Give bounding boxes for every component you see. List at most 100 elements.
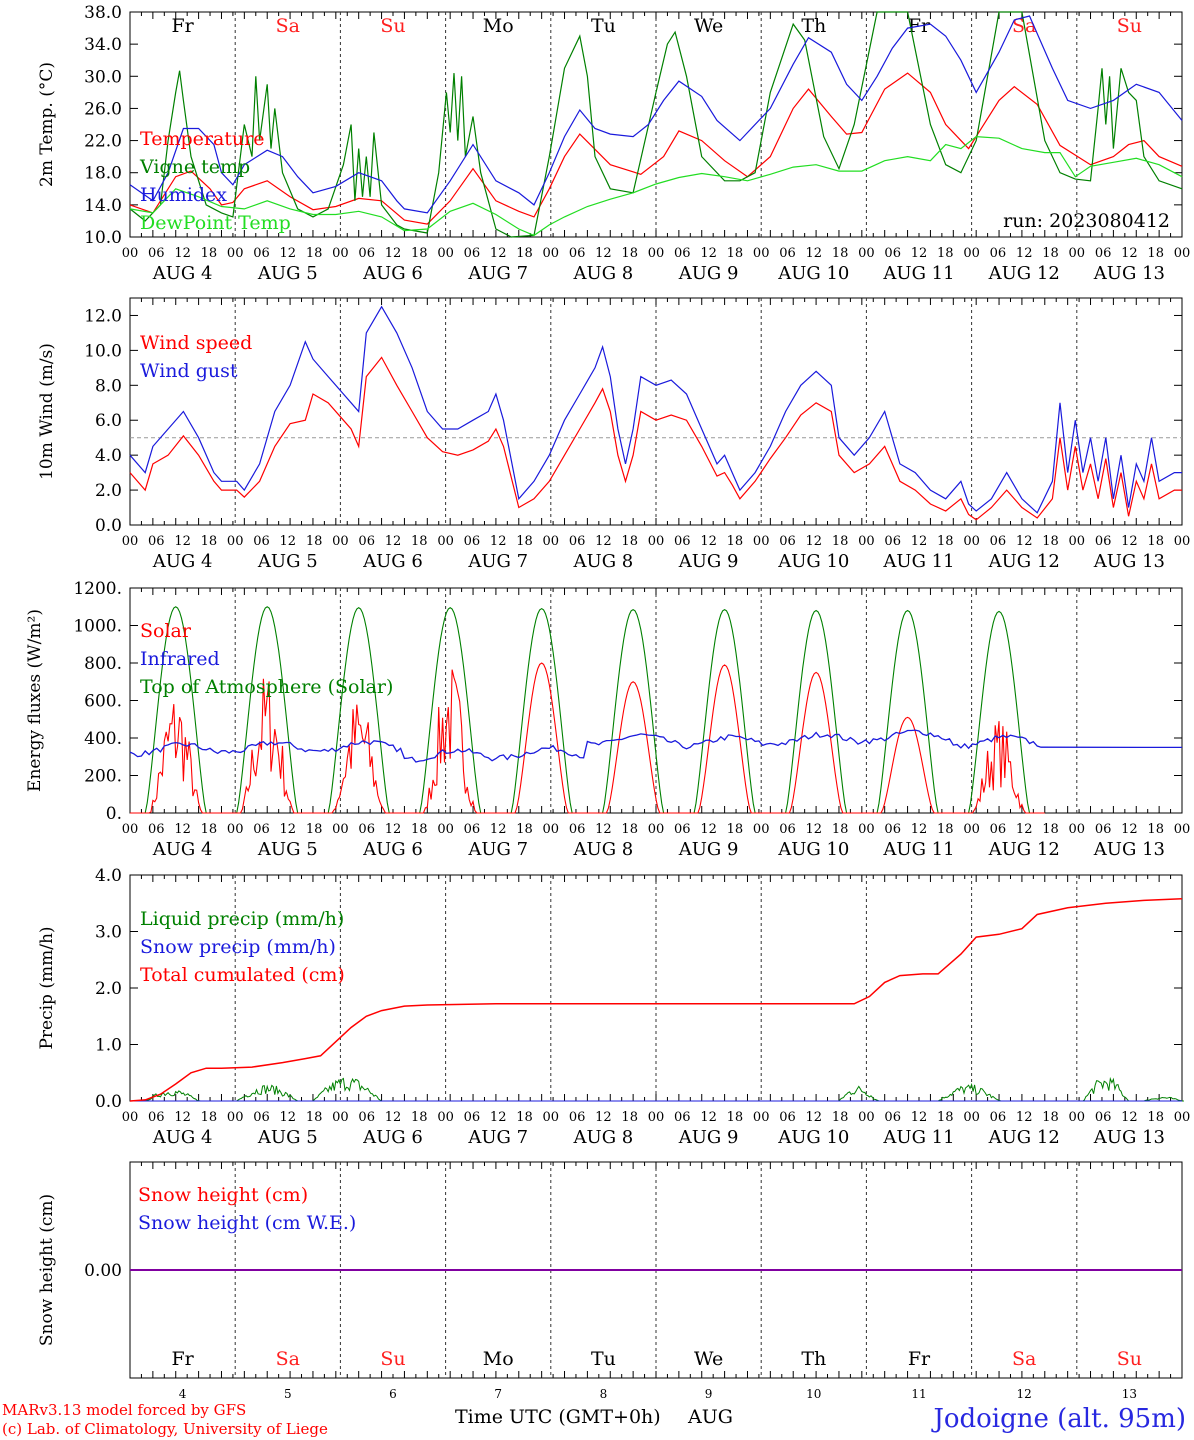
date-label: AUG 4 — [152, 1127, 213, 1148]
hour-tick-label: 00 — [1174, 246, 1191, 261]
hour-tick-label: 12 — [385, 246, 402, 261]
panel-frame — [129, 11, 1183, 238]
date-label: AUG 9 — [678, 839, 739, 860]
hour-tick-label: 12 — [490, 1110, 507, 1125]
hour-tick-label: 12 — [174, 822, 191, 837]
hour-tick-label: 06 — [779, 822, 796, 837]
day-number-label: 7 — [494, 1387, 502, 1401]
legend-entry-snow-precip-mm-h: Snow precip (mm/h) — [140, 936, 336, 958]
panel-4: 00 06 12 18 AUG 4 00 06 12 18 AUG 5 00 06 12 18 AUG 6 0… — [37, 866, 1190, 1148]
day-number-label: 10 — [806, 1387, 821, 1401]
date-label: AUG 4 — [152, 263, 213, 284]
hour-tick-label: 18 — [201, 246, 218, 261]
weekday-label: Tu — [591, 15, 616, 37]
y-tick-label: 0.0 — [95, 516, 122, 536]
legend-entry-wind-speed: Wind speed — [140, 332, 252, 354]
model-credit: MARv3.13 model forced by GFS — [2, 1401, 247, 1419]
series-humidex — [129, 15, 1183, 214]
lab-credit: (c) Lab. of Climatology, University of L… — [2, 1420, 328, 1438]
weekday-label: Th — [801, 15, 826, 37]
hour-tick-label: 18 — [306, 1110, 323, 1125]
y-axis-label: Energy fluxes (W/m²) — [25, 609, 45, 792]
hour-tick-label: 00 — [648, 246, 665, 261]
y-tick-label: 38.0 — [84, 3, 122, 23]
hour-tick-label: 18 — [937, 822, 954, 837]
y-tick-label: 400. — [84, 729, 122, 749]
y-tick-label: 1.0 — [95, 1036, 122, 1056]
hour-tick-label: 18 — [937, 1110, 954, 1125]
y-tick-label: 4.0 — [95, 866, 122, 886]
hour-tick-label: 12 — [806, 822, 823, 837]
y-tick-label: 8.0 — [95, 376, 122, 396]
hour-tick-label: 06 — [569, 822, 586, 837]
hour-tick-label: 06 — [148, 822, 165, 837]
hour-tick-label: 00 — [227, 246, 244, 261]
hour-tick-label: 00 — [437, 1110, 454, 1125]
date-label: AUG 8 — [573, 263, 634, 284]
hour-tick-label: 18 — [832, 822, 849, 837]
hour-tick-label: 18 — [516, 534, 533, 549]
series-dewpoint-temp — [129, 135, 1183, 237]
hour-tick-label: 06 — [358, 822, 375, 837]
y-tick-label: 1000. — [73, 617, 122, 637]
y-tick-label: 1200. — [73, 579, 122, 599]
hour-tick-label: 00 — [122, 1110, 139, 1125]
legend-entry-total-cumulated-cm: Total cumulated (cm) — [140, 964, 345, 986]
hour-tick-label: 00 — [1069, 1110, 1086, 1125]
hour-tick-label: 00 — [543, 246, 560, 261]
day-number-label: 9 — [705, 1387, 713, 1401]
hour-tick-label: 06 — [148, 246, 165, 261]
legend-entry-solar: Solar — [140, 620, 192, 642]
hour-tick-label: 06 — [990, 1110, 1007, 1125]
hour-tick-label: 00 — [1069, 822, 1086, 837]
day-number-label: 5 — [284, 1387, 292, 1401]
hour-tick-label: 06 — [990, 246, 1007, 261]
date-label: AUG 12 — [988, 839, 1060, 860]
legend-entry-humidex: Humidex — [140, 184, 227, 206]
hour-tick-label: 12 — [806, 246, 823, 261]
hour-tick-label: 00 — [963, 246, 980, 261]
hour-tick-label: 06 — [884, 822, 901, 837]
hour-tick-label: 18 — [727, 1110, 744, 1125]
hour-tick-label: 12 — [490, 822, 507, 837]
series-total-cumulated — [129, 897, 1183, 1102]
date-label: AUG 12 — [988, 263, 1060, 284]
hour-tick-label: 18 — [937, 534, 954, 549]
legend-entry-dewpoint-temp: DewPoint Temp — [140, 212, 291, 234]
hour-tick-label: 06 — [464, 822, 481, 837]
date-label: AUG 13 — [1093, 1127, 1165, 1148]
hour-tick-label: 00 — [753, 246, 770, 261]
date-label: AUG 11 — [882, 839, 954, 860]
hour-tick-label: 18 — [621, 1110, 638, 1125]
hour-tick-label: 12 — [1016, 246, 1033, 261]
hour-tick-label: 00 — [648, 534, 665, 549]
y-tick-label: 22.0 — [84, 132, 122, 152]
hour-tick-label: 18 — [306, 246, 323, 261]
hour-tick-label: 12 — [280, 822, 297, 837]
weekday-label: We — [694, 1348, 723, 1370]
date-label: AUG 9 — [678, 1127, 739, 1148]
weekday-label: Mo — [483, 1348, 514, 1370]
hour-tick-label: 12 — [806, 534, 823, 549]
day-number-label: 6 — [389, 1387, 397, 1401]
hour-tick-label: 00 — [122, 246, 139, 261]
hour-tick-label: 12 — [595, 246, 612, 261]
legend-entry-snow-height-cm: Snow height (cm) — [138, 1184, 308, 1206]
date-label: AUG 13 — [1093, 551, 1165, 572]
weekday-label: Fr — [908, 1348, 931, 1370]
hour-tick-label: 18 — [621, 246, 638, 261]
hour-tick-label: 12 — [280, 534, 297, 549]
hour-tick-label: 06 — [884, 246, 901, 261]
panel-1: 00 06 12 18 AUG 4 00 06 12 18 AUG 5 00 06 12 18 AUG 6 0… — [37, 3, 1190, 284]
hour-tick-label: 12 — [280, 1110, 297, 1125]
date-label: AUG 11 — [882, 551, 954, 572]
panel-3: 00 06 12 18 AUG 4 00 06 12 18 AUG 5 00 06 12 18 AUG 6 0… — [25, 579, 1190, 860]
hour-tick-label: 06 — [358, 1110, 375, 1125]
date-label: AUG 8 — [573, 839, 634, 860]
y-tick-label: 800. — [84, 654, 122, 674]
legend-entry-temperature: Temperature — [140, 128, 264, 150]
y-tick-label: 2.0 — [95, 979, 122, 999]
legend-entry-snow-height-cm-w-e: Snow height (cm W.E.) — [138, 1212, 356, 1234]
hour-tick-label: 00 — [1174, 1110, 1191, 1125]
